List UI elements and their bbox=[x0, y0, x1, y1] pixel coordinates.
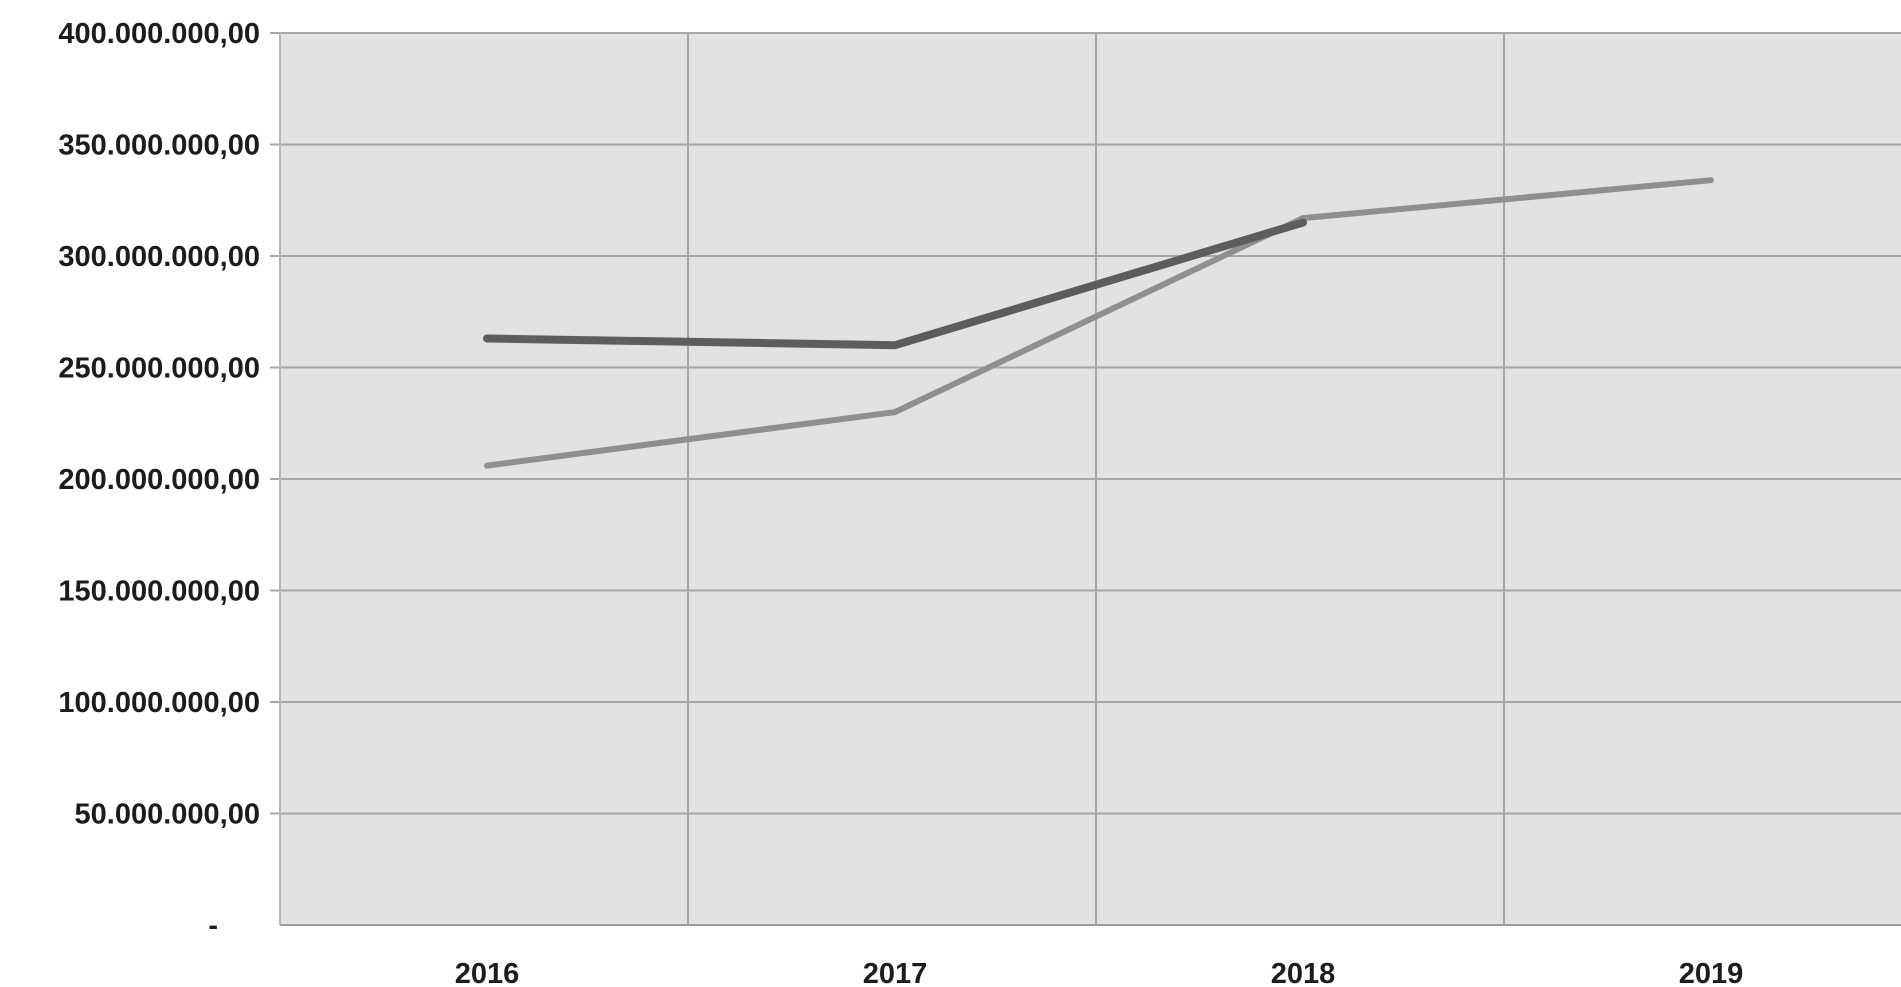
y-tick-label: 150.000.000,00 bbox=[58, 576, 260, 608]
gridlines bbox=[270, 32, 1901, 926]
y-tick-label: 200.000.000,00 bbox=[58, 464, 260, 496]
y-tick-label: 350.000.000,00 bbox=[58, 130, 260, 162]
y-tick-label: 100.000.000,00 bbox=[58, 687, 260, 719]
y-tick-label: 300.000.000,00 bbox=[58, 241, 260, 273]
y-tick-label: - bbox=[208, 910, 218, 942]
y-tick-label: 250.000.000,00 bbox=[58, 353, 260, 385]
x-tick-label: 2018 bbox=[1271, 958, 1336, 987]
x-tick-label: 2017 bbox=[863, 958, 928, 987]
y-axis-tick-labels: - 50.000.000,00 100.000.000,00 150.000.000,… bbox=[58, 18, 260, 942]
x-tick-label: 2016 bbox=[455, 958, 520, 987]
x-tick-label: 2019 bbox=[1679, 958, 1744, 987]
series-line-2 bbox=[483, 218, 1307, 350]
y-tick-label: 50.000.000,00 bbox=[75, 799, 260, 831]
series-lines bbox=[483, 177, 1714, 469]
x-axis-tick-labels: 2016 2017 2018 2019 bbox=[455, 958, 1744, 987]
y-tick-label: 400.000.000,00 bbox=[58, 18, 260, 50]
series-line-1 bbox=[484, 177, 1714, 469]
